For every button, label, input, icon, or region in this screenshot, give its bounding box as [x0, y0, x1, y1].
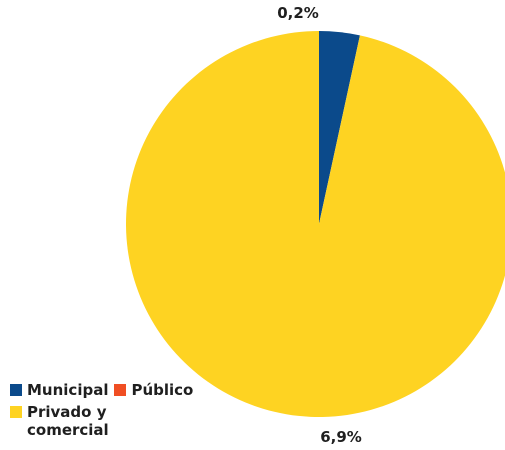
- legend-label-municipal: Municipal: [27, 381, 109, 399]
- legend-entry-privado[interactable]: Privado y comercial: [10, 403, 137, 439]
- legend-row-1: Municipal Público: [10, 381, 240, 399]
- pie-slice-municipal[interactable]: [319, 31, 360, 224]
- data-label-municipal: 0,2%: [277, 4, 319, 22]
- data-label-privado: 6,9%: [320, 428, 362, 446]
- legend-swatch-privado: [10, 406, 22, 418]
- legend-row-2: Privado y comercial: [10, 403, 240, 439]
- legend-swatch-publico: [114, 384, 127, 396]
- legend-swatch-municipal: [10, 384, 22, 396]
- legend-label-publico: Público: [131, 381, 194, 399]
- legend-label-privado: Privado y comercial: [27, 403, 109, 439]
- pie-slice-privado[interactable]: [126, 31, 505, 417]
- pie-slice-publico[interactable]: [319, 35, 360, 225]
- legend-entry-publico[interactable]: Público: [114, 381, 193, 399]
- legend-entry-municipal[interactable]: Municipal: [10, 381, 108, 399]
- pie-slices: [126, 31, 505, 417]
- legend: Municipal Público Privado y comercial: [10, 381, 240, 443]
